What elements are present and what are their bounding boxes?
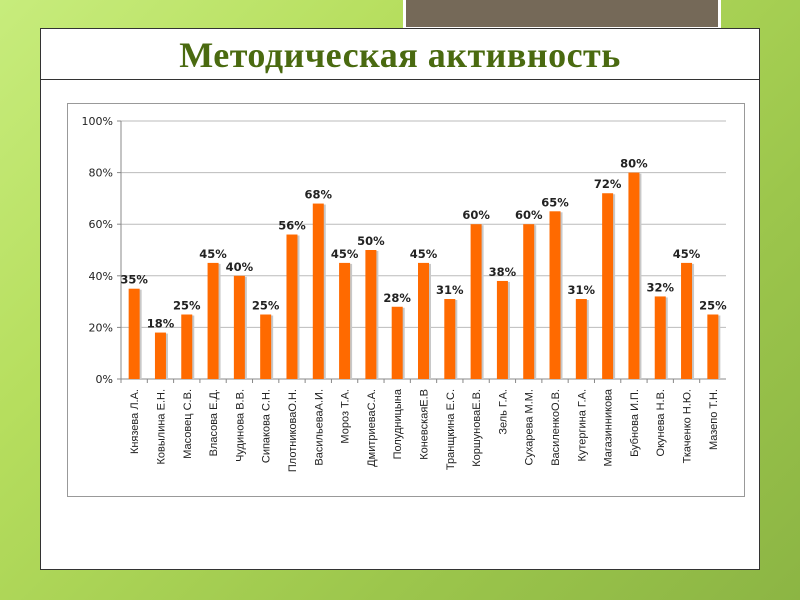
data-label: 72% [594, 177, 622, 191]
data-label: 65% [541, 195, 569, 209]
x-tick-label: Окунева Н.В. [655, 389, 667, 456]
bar [365, 250, 377, 379]
data-label: 38% [489, 265, 517, 279]
data-label: 68% [305, 188, 333, 202]
x-tick-label: Власова Е.Д. [208, 389, 220, 456]
x-tick-label: Зель Г.А. [497, 389, 509, 435]
data-label: 45% [673, 247, 701, 261]
bar [575, 299, 587, 379]
x-tick-label: ДмитриеваС.А. [366, 389, 378, 467]
data-label: 18% [147, 317, 175, 331]
x-tick-label: Сухарева М.М. [524, 389, 536, 466]
x-tick-label: КоршуноваЕ.В. [471, 389, 483, 467]
bar [154, 332, 166, 379]
chart-area: 0% 20% 40% 60% 80% 100% 35% Князева Л.А. 18% Ковы… [67, 103, 745, 497]
decorative-header-block [403, 0, 721, 30]
data-label: 45% [199, 247, 227, 261]
bar [128, 288, 140, 379]
x-tick-label: Магазинникова [603, 388, 615, 466]
x-tick-label: Ковылина Е.Н. [155, 389, 167, 464]
data-label: 45% [331, 247, 359, 261]
x-tick-label: Бубнова И.П. [629, 389, 641, 457]
bar-chart: 0% 20% 40% 60% 80% 100% 35% Князева Л.А. 18% Ковы… [82, 115, 728, 472]
x-tick-label: Кутергина Г.А. [576, 389, 588, 462]
x-tick-label: ВасильеваА.И. [313, 389, 325, 466]
y-tick-label: 0% [96, 373, 113, 386]
bar [707, 314, 719, 379]
data-label: 25% [252, 299, 280, 313]
y-tick-label: 60% [89, 218, 113, 231]
bar [681, 262, 693, 379]
bar [418, 262, 429, 379]
x-tick-label: ПлотниковаО.Н. [287, 389, 299, 472]
data-label: 31% [568, 283, 596, 297]
bar [628, 172, 640, 379]
x-tick-label: Ткаченко Н.Ю. [682, 389, 694, 463]
y-tick-label: 80% [89, 167, 113, 180]
title-box: Методическая активность [40, 28, 760, 80]
y-tick-label: 20% [89, 321, 113, 334]
bar [181, 314, 193, 379]
bar [549, 211, 561, 379]
bar [260, 314, 272, 379]
data-label: 40% [226, 260, 254, 274]
data-label: 31% [436, 283, 464, 297]
x-tick-label: Мороз Т.А. [340, 389, 352, 444]
x-tick-label: ВасиленкоО.В. [550, 389, 562, 466]
data-label: 35% [120, 273, 148, 287]
bar [312, 203, 324, 379]
bar [286, 234, 298, 379]
bar [207, 262, 219, 379]
slide-title: Методическая активность [179, 35, 621, 75]
bar [496, 280, 508, 379]
bar [444, 299, 456, 379]
data-label: 28% [383, 291, 411, 305]
data-label: 32% [646, 280, 674, 294]
bar [602, 193, 614, 379]
data-label: 50% [357, 234, 385, 248]
x-tick-label: Полудницына [392, 388, 404, 459]
bar [523, 224, 535, 379]
x-tick-label: Сипакова С.Н. [261, 389, 273, 463]
data-label: 45% [410, 247, 438, 261]
x-tick-label: Транщкина Е.С. [445, 389, 457, 470]
data-label: 56% [278, 219, 306, 233]
data-label: 60% [462, 208, 490, 222]
bar [654, 296, 666, 379]
x-tick-label: Мазепо Т.Н. [708, 389, 720, 450]
y-tick-label: 100% [82, 115, 113, 128]
bar [470, 224, 482, 379]
x-tick-label: КоневскаяЕ.В [419, 389, 431, 460]
data-label: 80% [620, 157, 648, 171]
x-tick-label: Масовец С.В. [182, 389, 194, 459]
data-label: 25% [173, 299, 201, 313]
data-label: 60% [515, 208, 543, 222]
bar [391, 306, 403, 379]
x-tick-label: Чудинова В.В. [234, 389, 246, 462]
y-tick-label: 40% [89, 270, 113, 283]
bar [339, 262, 351, 379]
bar [233, 275, 245, 379]
data-label: 25% [699, 299, 727, 313]
x-tick-label: Князева Л.А. [129, 389, 141, 454]
